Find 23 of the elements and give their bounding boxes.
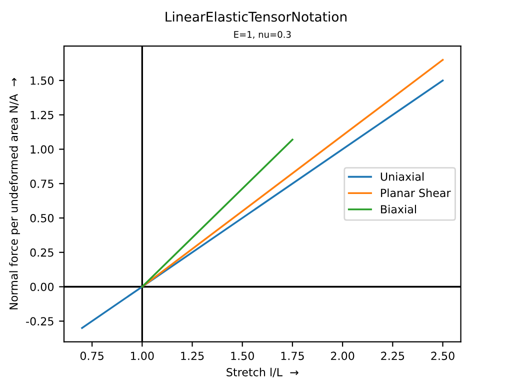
legend-label: Uniaxial [380,172,424,181]
x-tick-label: 0.75 [80,352,104,360]
x-axis-title: Stretch l/L → [226,368,298,378]
y-tick-label: 0.75 [30,180,54,188]
x-tick-label: 1.50 [231,352,254,360]
chart-subtitle: E=1, nu=0.3 [234,31,291,39]
y-tick-label: 1.00 [30,145,54,154]
y-axis-title: Normal force per undeformed area N/A → [9,78,20,310]
x-tick-label: 2.25 [381,352,404,360]
y-tick-label: -0.25 [26,317,54,326]
legend-label: Biaxial [381,204,416,214]
y-tick-label: 0.50 [30,214,54,222]
x-tick-label: 1.25 [181,352,204,360]
x-tick-label: 1.75 [281,352,304,360]
y-tick-label: 1.25 [30,110,54,120]
y-tick-label: 0.00 [30,282,54,292]
x-tick-label: 2.50 [431,352,454,360]
y-tick-label: 0.25 [30,248,54,257]
x-tick-label: 1.00 [131,352,154,360]
x-tick-label: 2.00 [331,352,354,360]
legend-label: Planar Shear [381,188,451,198]
chart-title: LinearElasticTensorNotation [166,12,346,22]
y-tick-label: 1.50 [30,76,54,85]
